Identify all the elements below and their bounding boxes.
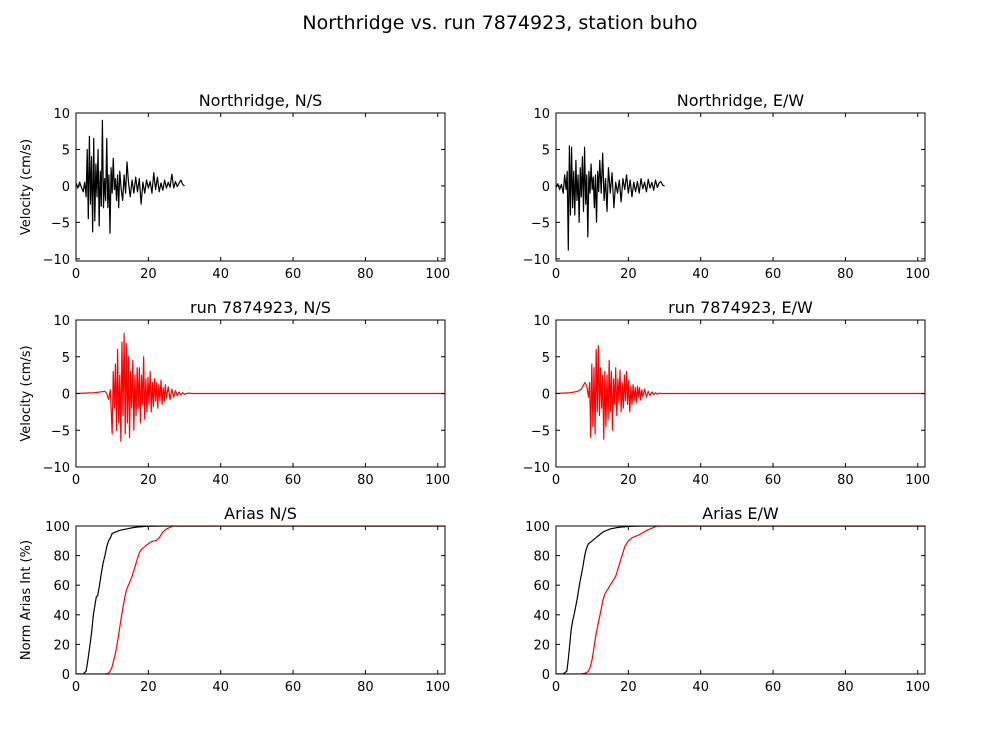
y-tick-label: 0 bbox=[62, 668, 70, 683]
y-tick-label: 0 bbox=[62, 180, 70, 195]
x-tick-label: 60 bbox=[285, 267, 302, 282]
y-tick-label: 100 bbox=[525, 520, 550, 535]
axes-frame bbox=[555, 112, 926, 262]
series-line-1 bbox=[556, 526, 925, 674]
y-tick-label: 0 bbox=[542, 668, 550, 683]
y-tick-label: 20 bbox=[533, 638, 550, 653]
x-tick-label: 20 bbox=[620, 267, 637, 282]
y-tick-label: −10 bbox=[523, 461, 550, 476]
x-tick-label: 40 bbox=[692, 473, 709, 488]
y-tick-label: 20 bbox=[53, 638, 70, 653]
x-tick-label: 0 bbox=[72, 267, 80, 282]
axes-frame bbox=[75, 112, 446, 262]
series-line-1 bbox=[76, 526, 445, 674]
y-tick-label: 40 bbox=[53, 609, 70, 624]
y-tick-label: 100 bbox=[45, 520, 70, 535]
series-line-0 bbox=[76, 119, 185, 234]
y-tick-label: 5 bbox=[542, 351, 550, 366]
y-tick-label: 0 bbox=[62, 388, 70, 403]
y-tick-label: −5 bbox=[531, 424, 550, 439]
x-tick-label: 40 bbox=[212, 473, 229, 488]
y-tick-label: −5 bbox=[531, 216, 550, 231]
x-tick-label: 80 bbox=[837, 473, 854, 488]
x-tick-label: 60 bbox=[765, 680, 782, 695]
x-tick-label: 0 bbox=[72, 680, 80, 695]
y-tick-label: 60 bbox=[533, 579, 550, 594]
x-tick-label: 0 bbox=[552, 680, 560, 695]
subplot-title: Northridge, N/S bbox=[199, 91, 323, 110]
series-line-0 bbox=[556, 526, 925, 674]
y-tick-label: 10 bbox=[533, 107, 550, 122]
subplot-title: Northridge, E/W bbox=[677, 91, 805, 110]
y-tick-label: 10 bbox=[53, 107, 70, 122]
subplot-title: run 7874923, E/W bbox=[668, 298, 813, 317]
y-tick-label: 5 bbox=[62, 143, 70, 158]
x-tick-label: 0 bbox=[552, 473, 560, 488]
y-tick-label: 60 bbox=[53, 579, 70, 594]
subplot-northridge-ew: 0 20 40 60 80 100 10 5 0 −5 −10 Northridge, E/W bbox=[523, 91, 931, 282]
subplot-title: Arias E/W bbox=[702, 504, 779, 523]
x-tick-label: 60 bbox=[285, 680, 302, 695]
y-tick-label: 0 bbox=[542, 388, 550, 403]
axes-frame bbox=[555, 525, 926, 675]
y-tick-label: 5 bbox=[62, 351, 70, 366]
y-tick-label: 80 bbox=[53, 550, 70, 565]
subplot-northridge-ns: 0 20 40 60 80 100 10 5 0 −5 −10 Northridge, N/S Velo… bbox=[19, 91, 450, 282]
series-line-0 bbox=[556, 345, 925, 440]
x-tick-label: 60 bbox=[765, 267, 782, 282]
x-tick-label: 40 bbox=[212, 267, 229, 282]
axes-frame bbox=[75, 525, 446, 675]
y-axis-label: Norm Arias Int (%) bbox=[19, 540, 34, 660]
y-axis-label: Velocity (cm/s) bbox=[19, 139, 34, 235]
figure-title: Northridge vs. run 7874923, station buho bbox=[302, 12, 698, 34]
subplot-run-ew: 0 20 40 60 80 100 10 5 0 −5 −10 run 7874923, E/W bbox=[523, 298, 931, 488]
x-tick-label: 100 bbox=[425, 267, 450, 282]
subplot-title: run 7874923, N/S bbox=[190, 298, 331, 317]
x-tick-label: 40 bbox=[692, 267, 709, 282]
subplot-title: Arias N/S bbox=[224, 504, 297, 523]
x-tick-label: 20 bbox=[140, 680, 157, 695]
y-tick-label: 10 bbox=[53, 314, 70, 329]
y-tick-label: 5 bbox=[542, 143, 550, 158]
x-tick-label: 40 bbox=[212, 680, 229, 695]
x-tick-label: 20 bbox=[140, 267, 157, 282]
y-tick-label: 0 bbox=[542, 180, 550, 195]
x-tick-label: 20 bbox=[620, 473, 637, 488]
y-tick-label: −5 bbox=[51, 424, 70, 439]
series-line-0 bbox=[556, 145, 665, 251]
x-tick-label: 100 bbox=[905, 267, 930, 282]
y-tick-label: 40 bbox=[533, 609, 550, 624]
x-tick-label: 100 bbox=[905, 680, 930, 695]
y-tick-label: 10 bbox=[533, 314, 550, 329]
x-tick-label: 0 bbox=[72, 473, 80, 488]
x-tick-label: 80 bbox=[357, 267, 374, 282]
x-tick-label: 100 bbox=[425, 473, 450, 488]
y-tick-label: 80 bbox=[533, 550, 550, 565]
subplot-run-ns: 0 20 40 60 80 100 10 5 0 −5 −10 run 7874923, N/S Vel… bbox=[19, 298, 450, 488]
x-tick-label: 60 bbox=[285, 473, 302, 488]
x-tick-label: 60 bbox=[765, 473, 782, 488]
x-tick-label: 100 bbox=[905, 473, 930, 488]
subplot-arias-ns: 0 20 40 60 80 100 100 80 60 40 20 0 Arias N/S Norm Ar… bbox=[19, 504, 450, 695]
x-tick-label: 80 bbox=[357, 473, 374, 488]
x-tick-label: 80 bbox=[837, 267, 854, 282]
y-tick-label: −5 bbox=[51, 216, 70, 231]
x-tick-label: 40 bbox=[692, 680, 709, 695]
series-line-0 bbox=[76, 332, 445, 442]
x-tick-label: 80 bbox=[357, 680, 374, 695]
x-tick-label: 0 bbox=[552, 267, 560, 282]
y-axis-label: Velocity (cm/s) bbox=[19, 345, 34, 441]
series-line-0 bbox=[76, 526, 445, 674]
y-tick-label: −10 bbox=[43, 253, 70, 268]
subplot-arias-ew: 0 20 40 60 80 100 100 80 60 40 20 0 Arias E/W bbox=[525, 504, 930, 695]
x-tick-label: 20 bbox=[620, 680, 637, 695]
y-tick-label: −10 bbox=[43, 461, 70, 476]
x-tick-label: 20 bbox=[140, 473, 157, 488]
x-tick-label: 100 bbox=[425, 680, 450, 695]
y-tick-label: −10 bbox=[523, 253, 550, 268]
x-tick-label: 80 bbox=[837, 680, 854, 695]
